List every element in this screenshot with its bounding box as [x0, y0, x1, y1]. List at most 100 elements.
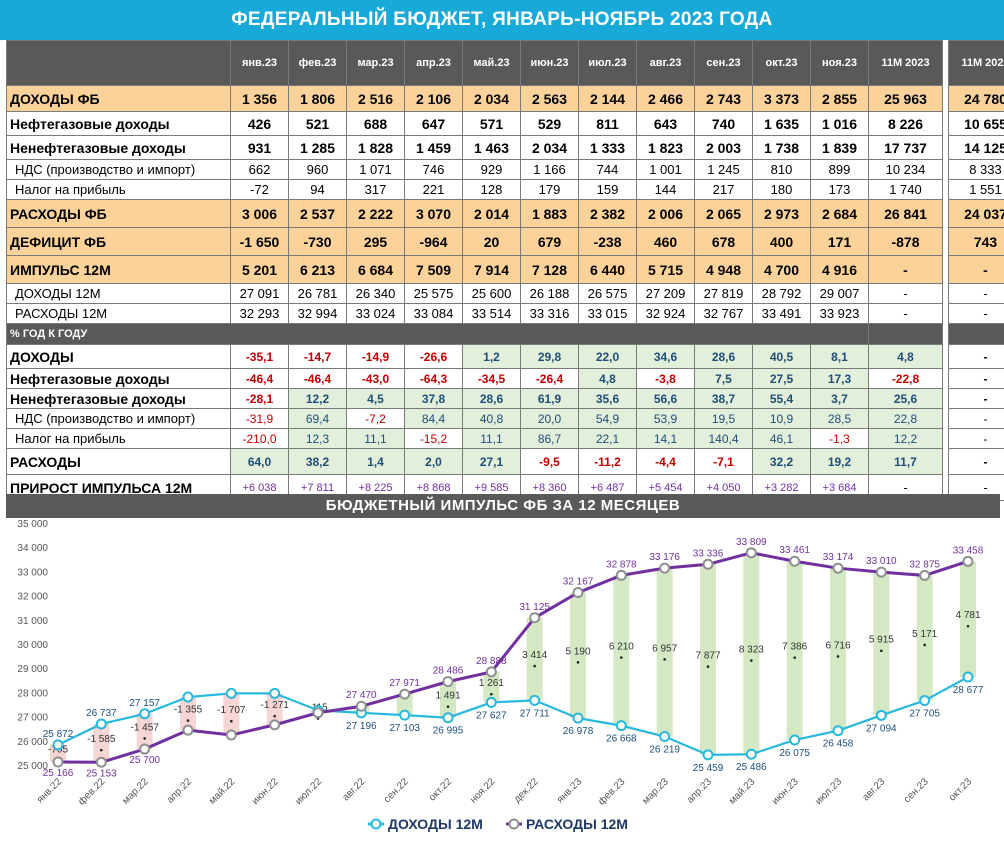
income-marker [615, 720, 627, 732]
table-cell: 173 [810, 179, 869, 200]
total-cell: 8 226 [868, 111, 943, 136]
pct-cell: -14,9 [346, 344, 405, 369]
table-cell: 1 356 [230, 85, 289, 112]
impulse-label: -1 271 [260, 700, 289, 711]
pct-row: Нефтегазовые доходы -46,4 -46,4 -43,0 -64,3-… [6, 368, 1004, 389]
month-header: апр.23 [404, 40, 463, 86]
pct-total-cell: 12,2 [868, 428, 943, 449]
x-tick-label: окт.22 [427, 776, 454, 803]
impulse-dot [620, 656, 623, 659]
budget-table: янв.23 фев.23 мар.23 апр.23 май.23 июн.23 июл.… [6, 40, 1004, 501]
pct-cell: 10,9 [752, 408, 811, 429]
income-data-label: 25 872 [43, 729, 74, 740]
total-cell: 24 780 [948, 85, 1004, 112]
pct-cell: -14,7 [288, 344, 347, 369]
income-marker [182, 691, 194, 703]
y-tick-label: 32 000 [17, 592, 48, 603]
impulse-bar [526, 617, 543, 701]
table-cell: 811 [578, 111, 637, 136]
y-tick-label: 26 000 [17, 737, 48, 748]
pct-cell: 38,2 [288, 448, 347, 475]
table-cell: 4 916 [810, 255, 869, 284]
impulse-label: -1 585 [87, 734, 116, 745]
pct-cell: 32,2 [752, 448, 811, 475]
expense-data-label: 33 461 [779, 545, 810, 556]
pct-cell: 17,3 [810, 368, 869, 389]
impulse-label: 8 323 [739, 645, 764, 656]
total-cell: -878 [868, 227, 943, 256]
total-cell: 17 737 [868, 135, 943, 160]
x-tick-label: июн.22 [250, 776, 281, 807]
table-cell: 2 222 [346, 199, 405, 228]
pct-cell: 61,9 [520, 388, 579, 409]
column-gap [942, 159, 949, 180]
pct-cell: 11,1 [462, 428, 521, 449]
table-row: ИМПУЛЬС 12М 5 201 6 213 6 684 7 509 7 914 7 12… [6, 255, 1004, 284]
table-cell: 221 [404, 179, 463, 200]
impulse-bar [50, 744, 66, 762]
income-data-label: 27 196 [346, 721, 377, 732]
expense-data-label: 27 971 [389, 678, 420, 689]
row-label: НДС (производство и импорт) [6, 159, 231, 180]
expense-marker [702, 558, 714, 570]
column-gap [942, 408, 949, 429]
impulse-label: 5 190 [565, 646, 590, 657]
expense-data-label: 25 166 [43, 768, 74, 779]
pct-cell: 20,0 [520, 408, 579, 429]
month-header: ноя.23 [810, 40, 869, 86]
x-tick-label: авг.23 [860, 776, 887, 803]
table-cell: 27 819 [694, 283, 753, 304]
table-cell: 929 [462, 159, 521, 180]
pct-cell: 2,0 [404, 448, 463, 475]
table-cell: 33 015 [578, 303, 637, 324]
expense-marker [572, 587, 584, 599]
x-tick-label: авг.22 [340, 776, 367, 803]
table-cell: 688 [346, 111, 405, 136]
table-cell: 33 491 [752, 303, 811, 324]
total-cell: 743 [948, 227, 1004, 256]
pct-cell: 40,5 [752, 344, 811, 369]
pct-cell: 28,6 [694, 344, 753, 369]
income-data-label: 26 219 [649, 745, 680, 756]
impulse-dot [446, 705, 450, 708]
table-cell: 27 091 [230, 283, 289, 304]
expense-data-label: 32 875 [909, 559, 940, 570]
impulse-bar [830, 568, 846, 731]
expense-marker [52, 756, 64, 768]
table-cell: 400 [752, 227, 811, 256]
income-data-label: 25 486 [736, 762, 767, 773]
pct-cell: -1,3 [810, 428, 869, 449]
legend-income-label: ДОХОДЫ 12М [388, 816, 483, 832]
table-cell: 29 007 [810, 283, 869, 304]
impulse-label: 1 491 [435, 691, 460, 702]
x-tick-label: сен.23 [902, 776, 931, 805]
pct-cell: -7,1 [694, 448, 753, 475]
x-tick-label: апр.22 [165, 776, 195, 806]
month-header: июл.23 [578, 40, 637, 86]
table-cell: 3 373 [752, 85, 811, 112]
column-gap [942, 303, 949, 324]
row-label: Ненефтегазовые доходы [6, 388, 231, 409]
expense-marker [442, 676, 454, 688]
expense-line [57, 551, 969, 764]
table-row: ДОХОДЫ 12М 27 091 26 781 26 340 25 575 25 600… [6, 283, 1004, 304]
income-data-label: 26 458 [823, 739, 854, 750]
income-marker [572, 712, 584, 724]
column-gap [942, 255, 949, 284]
impulse-label: -1 355 [174, 705, 203, 716]
chart-title: БЮДЖЕТНЫЙ ИМПУЛЬС ФБ ЗА 12 МЕСЯЦЕВ [6, 494, 1000, 518]
table-cell: 460 [636, 227, 695, 256]
table-cell: 746 [404, 159, 463, 180]
pct-cell: 27,1 [462, 448, 521, 475]
pct-cell: -4,4 [636, 448, 695, 475]
impulse-label: 3 414 [522, 650, 547, 661]
expense-marker [919, 569, 931, 581]
table-cell: 26 575 [578, 283, 637, 304]
table-cell: 144 [636, 179, 695, 200]
table-row: Ненефтегазовые доходы 931 1 285 1 828 1 459 1… [6, 135, 1004, 160]
table-cell: 678 [694, 227, 753, 256]
impulse-bar [743, 552, 760, 755]
expense-data-label: 33 336 [693, 548, 724, 559]
x-tick-label: мар.22 [120, 776, 151, 807]
table-cell: 33 024 [346, 303, 405, 324]
